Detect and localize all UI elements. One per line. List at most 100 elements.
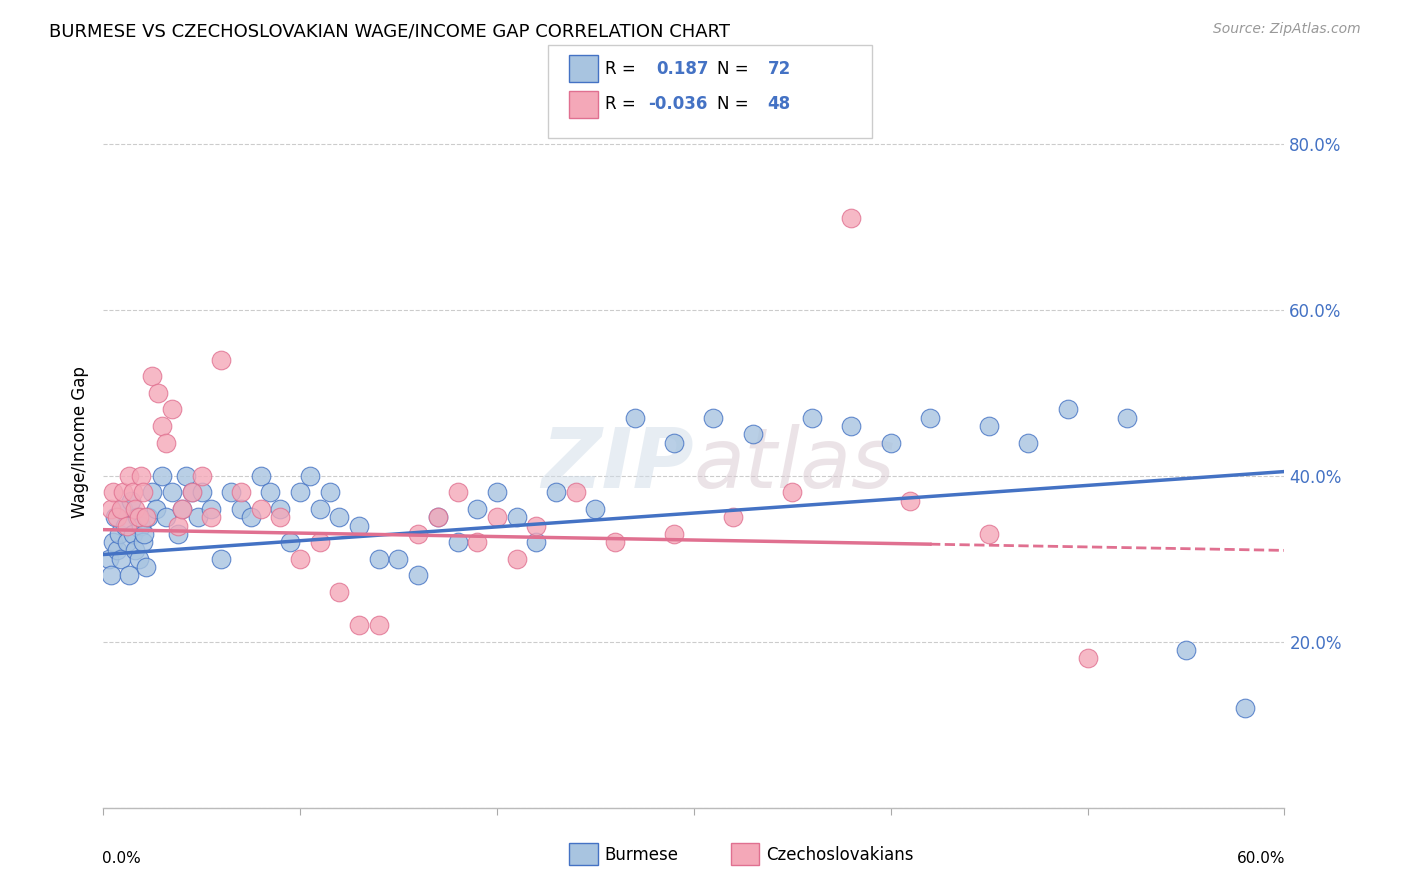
Point <box>141 485 163 500</box>
Point <box>121 526 143 541</box>
Point <box>200 510 222 524</box>
Point <box>662 526 685 541</box>
Point <box>190 468 212 483</box>
Point <box>114 518 136 533</box>
Point <box>111 502 134 516</box>
Point <box>249 502 271 516</box>
Text: 48: 48 <box>768 95 790 113</box>
Point <box>174 468 197 483</box>
Point <box>100 568 122 582</box>
Point <box>145 502 167 516</box>
Point <box>209 551 232 566</box>
Point <box>662 435 685 450</box>
Point <box>347 618 370 632</box>
Point <box>800 410 823 425</box>
Point <box>100 502 122 516</box>
Point <box>135 560 157 574</box>
Point <box>167 518 190 533</box>
Point <box>170 502 193 516</box>
Point <box>125 510 148 524</box>
Point <box>505 551 527 566</box>
Point <box>209 352 232 367</box>
Text: 0.187: 0.187 <box>657 60 709 78</box>
Point <box>200 502 222 516</box>
Point <box>269 510 291 524</box>
Point <box>150 419 173 434</box>
Point <box>150 468 173 483</box>
Point <box>485 485 508 500</box>
Text: atlas: atlas <box>693 424 896 505</box>
Point <box>544 485 567 500</box>
Point <box>124 543 146 558</box>
Point <box>898 493 921 508</box>
Point <box>426 510 449 524</box>
Point <box>170 502 193 516</box>
Point <box>155 510 177 524</box>
Point <box>180 485 202 500</box>
Point <box>583 502 606 516</box>
Point <box>135 510 157 524</box>
Point <box>104 510 127 524</box>
Point <box>465 535 488 549</box>
Point <box>524 518 547 533</box>
Point <box>308 535 330 549</box>
Point <box>879 435 901 450</box>
Point <box>115 535 138 549</box>
Point <box>564 485 586 500</box>
Point <box>120 493 142 508</box>
Point <box>111 485 134 500</box>
Point <box>839 419 862 434</box>
Point <box>702 410 724 425</box>
Point <box>387 551 409 566</box>
Point <box>131 485 153 500</box>
Point <box>426 510 449 524</box>
Point <box>115 518 138 533</box>
Point <box>110 502 132 516</box>
Point <box>524 535 547 549</box>
Point <box>190 485 212 500</box>
Point <box>318 485 340 500</box>
Text: 60.0%: 60.0% <box>1237 852 1285 866</box>
Point <box>446 485 468 500</box>
Text: BURMESE VS CZECHOSLOVAKIAN WAGE/INCOME GAP CORRELATION CHART: BURMESE VS CZECHOSLOVAKIAN WAGE/INCOME G… <box>49 22 730 40</box>
Point <box>367 551 389 566</box>
Point <box>98 551 121 566</box>
Point <box>1175 643 1198 657</box>
Point <box>278 535 301 549</box>
Point <box>465 502 488 516</box>
Point <box>219 485 242 500</box>
Point <box>780 485 803 500</box>
Point <box>741 427 763 442</box>
Text: 0.0%: 0.0% <box>103 852 141 866</box>
Point <box>101 535 124 549</box>
Point <box>249 468 271 483</box>
Point <box>160 402 183 417</box>
Point <box>288 551 311 566</box>
Point <box>406 526 429 541</box>
Point <box>101 485 124 500</box>
Point <box>1057 402 1080 417</box>
Text: -0.036: -0.036 <box>648 95 707 113</box>
Point <box>1077 651 1099 665</box>
Point <box>187 510 209 524</box>
Text: Burmese: Burmese <box>605 846 679 863</box>
Point <box>110 551 132 566</box>
Text: N =: N = <box>717 60 748 78</box>
Point <box>121 485 143 500</box>
Point <box>308 502 330 516</box>
Point <box>108 526 131 541</box>
Point <box>167 526 190 541</box>
Text: 72: 72 <box>768 60 792 78</box>
Point <box>128 551 150 566</box>
Point <box>118 568 141 582</box>
Point <box>623 410 645 425</box>
Point <box>977 526 1000 541</box>
Point <box>328 510 350 524</box>
Point <box>105 543 128 558</box>
Point <box>259 485 281 500</box>
Y-axis label: Wage/Income Gap: Wage/Income Gap <box>72 367 89 518</box>
Text: R =: R = <box>605 95 636 113</box>
Text: Czechoslovakians: Czechoslovakians <box>766 846 914 863</box>
Point <box>105 510 128 524</box>
Point <box>229 502 252 516</box>
